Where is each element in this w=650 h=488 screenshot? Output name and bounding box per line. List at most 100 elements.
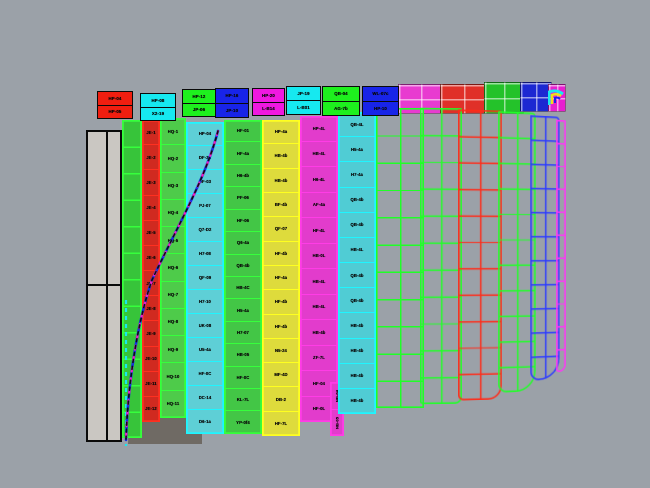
part-cell[interactable]: Q7-D2: [186, 218, 224, 242]
part-cell[interactable]: QB-4b: [224, 255, 262, 277]
part-cell[interactable]: HB-4b: [338, 364, 376, 389]
part-cell[interactable]: JE-11: [142, 372, 160, 397]
part-cell[interactable]: JE-4: [142, 196, 160, 221]
part-cell[interactable]: BF-4b: [262, 193, 300, 218]
part-cell[interactable]: YP-0f4: [224, 411, 262, 434]
part-cell[interactable]: QB-4b: [338, 213, 376, 238]
header-block[interactable]: QB-04 AG-7b: [322, 86, 360, 116]
part-cell[interactable]: HF-0C: [186, 362, 224, 386]
part-cell[interactable]: Q6-4a: [224, 232, 262, 255]
column-magenta[interactable]: HP-4L HB-4L H6-4L AF-4a HF-4L HB-0L HB-4L HB-4L…: [300, 116, 338, 422]
header-block[interactable]: HP-04 HP-05: [97, 91, 133, 119]
column-green-inner[interactable]: HQ-1 HQ-2 HQ-3 HQ-4 HQ-5 HQ-6 HQ-7 HQ-8 HQ-9 HQ-1…: [160, 118, 186, 418]
part-cell[interactable]: JE-10: [142, 347, 160, 372]
part-cell[interactable]: JE-2: [142, 145, 160, 171]
part-cell[interactable]: QB-4L: [338, 112, 376, 138]
part-cell[interactable]: HF-0C: [224, 367, 262, 390]
part-cell[interactable]: HF-4a: [224, 142, 262, 165]
part-cell[interactable]: HQ-3: [160, 173, 186, 200]
part-cell[interactable]: HQ-6: [160, 254, 186, 282]
part-cell[interactable]: N5-24: [262, 339, 300, 364]
part-cell[interactable]: JE-9: [142, 321, 160, 347]
part-cell[interactable]: JE-3: [142, 170, 160, 196]
part-cell[interactable]: MF-4D: [262, 363, 300, 388]
header-block[interactable]: HP-12 JP-06: [182, 89, 216, 117]
column-yellow[interactable]: HP-4a HB-4b HB-4b BF-4b QF-07 HF-4b HF-4a HF-4b…: [262, 120, 300, 437]
part-cell[interactable]: HB-4b: [262, 144, 300, 169]
part-cell[interactable]: QB-4b: [338, 263, 376, 289]
part-cell[interactable]: HQ-9: [160, 336, 186, 364]
part-cell[interactable]: PF-06: [224, 187, 262, 210]
column-cyan-left[interactable]: HP-04 DF-2a DF-03 PJ-07 Q7-D2 H7-08 QF-09 H7-10…: [186, 122, 224, 434]
part-cell[interactable]: DF-2a: [186, 146, 224, 170]
part-cell[interactable]: HQ-11: [160, 391, 186, 418]
column-cyan-right[interactable]: QB-4L H5-4a H7-4a QB-4b QB-4b HB-4L QB-4b QB-4b…: [338, 112, 376, 415]
part-cell[interactable]: JE-8: [142, 296, 160, 322]
part-cell[interactable]: HP-04: [186, 122, 224, 146]
part-cell[interactable]: HQ-5: [160, 227, 186, 255]
part-cell[interactable]: HB-4C: [224, 277, 262, 300]
part-cell[interactable]: H7-07: [224, 322, 262, 345]
part-cell[interactable]: HF-06: [224, 210, 262, 233]
header-block[interactable]: WL-07c HP-10: [362, 86, 399, 116]
column-green-outer[interactable]: [122, 120, 142, 438]
part-cell[interactable]: HF-4b: [262, 242, 300, 266]
part-cell[interactable]: H6-4b: [224, 165, 262, 188]
part-cell[interactable]: HQ-4: [160, 200, 186, 228]
part-cell[interactable]: KL-7L: [224, 389, 262, 412]
part-cell[interactable]: JE-5: [142, 221, 160, 246]
part-cell[interactable]: H5-4a: [338, 137, 376, 163]
part-cell[interactable]: HF-04: [300, 371, 338, 397]
part-cell[interactable]: HB-4b: [338, 389, 376, 415]
part-cell[interactable]: HB-4L: [300, 269, 338, 295]
part-cell[interactable]: HF-01: [224, 120, 262, 143]
part-cell[interactable]: QF-07: [262, 217, 300, 242]
part-cell[interactable]: H7-10: [186, 290, 224, 314]
part-cell[interactable]: HQ-8: [160, 309, 186, 337]
part-cell[interactable]: JE-12: [142, 397, 160, 423]
part-cell[interactable]: HB-4L: [300, 295, 338, 320]
part-cell[interactable]: JE-7: [142, 271, 160, 297]
part-cell[interactable]: JE-6: [142, 246, 160, 272]
part-cell[interactable]: HF-4a: [262, 266, 300, 291]
part-cell[interactable]: DC-14: [186, 386, 224, 410]
part-cell[interactable]: ZF-7L: [300, 346, 338, 371]
part-cell[interactable]: HB-4b: [338, 313, 376, 339]
part-cell[interactable]: HF-7L: [262, 412, 300, 437]
part-cell[interactable]: HB-4b: [262, 169, 300, 193]
part-cell[interactable]: HB-4L: [300, 142, 338, 167]
part-cell[interactable]: HQ-10: [160, 363, 186, 391]
part-cell[interactable]: HP-4L: [300, 116, 338, 142]
part-cell[interactable]: HF-0L: [300, 397, 338, 422]
part-cell[interactable]: UK-08: [186, 314, 224, 338]
part-cell[interactable]: HF-4b: [262, 290, 300, 315]
header-block[interactable]: HP-20 L-B14: [252, 88, 285, 116]
column-green-mid[interactable]: HF-01 HF-4a H6-4b PF-06 HF-06 Q6-4a QB-4b HB-4C…: [224, 120, 262, 434]
header-block[interactable]: HP-08 X2-19: [140, 93, 176, 121]
part-cell[interactable]: DF-03: [186, 170, 224, 194]
part-cell[interactable]: HQ-2: [160, 145, 186, 173]
part-cell[interactable]: HB-0L: [300, 244, 338, 269]
part-cell[interactable]: QB-4b: [338, 288, 376, 314]
part-cell[interactable]: QB-4b: [338, 188, 376, 213]
part-cell[interactable]: HB-4L: [338, 238, 376, 264]
part-cell[interactable]: HB-4b: [338, 339, 376, 364]
part-cell[interactable]: H7-4a: [338, 162, 376, 188]
part-cell[interactable]: AF-4a: [300, 193, 338, 218]
part-cell[interactable]: HF-4b: [262, 315, 300, 339]
part-cell[interactable]: HP-4a: [262, 120, 300, 145]
header-block[interactable]: HP-16 JP-10: [215, 88, 249, 118]
part-cell[interactable]: U5-4a: [186, 338, 224, 362]
header-block[interactable]: JP-19 L-B01: [286, 86, 321, 115]
part-cell[interactable]: D6-1a: [186, 410, 224, 434]
part-cell[interactable]: PJ-07: [186, 194, 224, 218]
part-cell[interactable]: JE-1: [142, 120, 160, 146]
part-cell[interactable]: QF-09: [186, 266, 224, 290]
part-cell[interactable]: HF-4L: [300, 218, 338, 244]
part-cell[interactable]: HB-05: [224, 344, 262, 367]
column-red[interactable]: JE-1 JE-2 JE-3 JE-4 JE-5 JE-6 JE-7 JE-8 JE-9 JE-1…: [142, 120, 160, 423]
part-cell[interactable]: H5-4a: [224, 299, 262, 322]
part-cell[interactable]: H7-08: [186, 242, 224, 266]
part-cell[interactable]: HQ-1: [160, 118, 186, 146]
